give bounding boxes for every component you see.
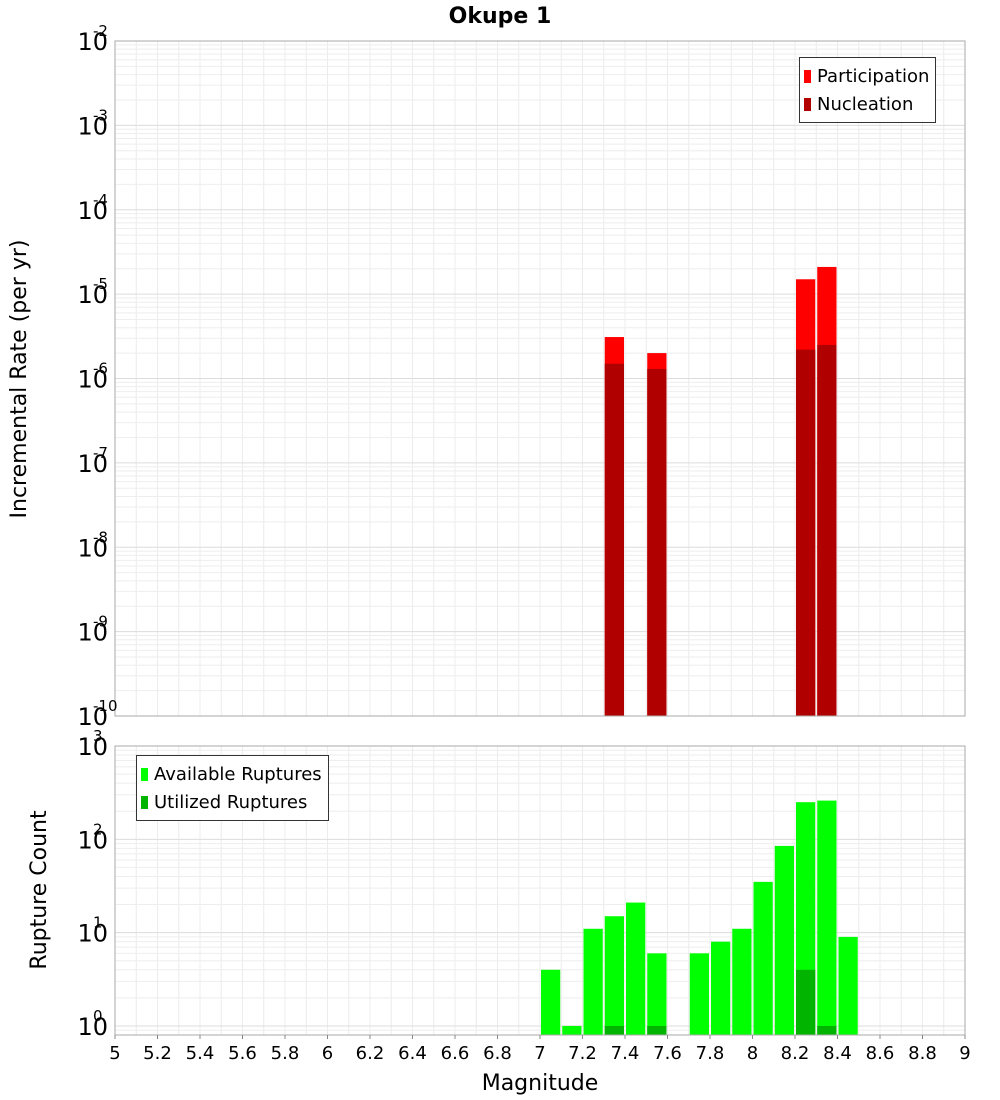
bottom-bar-available-ruptures	[562, 1025, 582, 1035]
x-tick-label: 5.6	[228, 1043, 257, 1064]
top-y-tick-label: 10	[77, 197, 108, 225]
top-y-tick-label: 10	[77, 619, 108, 647]
bottom-bar-utilized-ruptures	[647, 1025, 667, 1035]
bottom-bar-available-ruptures	[647, 953, 667, 1035]
bottom-bar-utilized-ruptures	[817, 1025, 837, 1035]
x-tick-label: 7.2	[568, 1043, 597, 1064]
x-tick-label: 6.6	[441, 1043, 470, 1064]
x-tick-label: 6.4	[398, 1043, 427, 1064]
x-axis-label: Magnitude	[482, 1071, 599, 1096]
bottom-y-tick-label: 10	[77, 733, 108, 761]
x-tick-label: 5.4	[186, 1043, 215, 1064]
top-bar-nucleation	[604, 363, 624, 716]
bottom-y-tick-exponent: 3	[93, 727, 103, 745]
top-y-tick-label: 10	[77, 450, 108, 478]
bottom-bar-utilized-ruptures	[796, 969, 816, 1035]
bottom-bar-utilized-ruptures	[604, 1025, 624, 1035]
legend-label-utilized-ruptures: Utilized Ruptures	[154, 791, 308, 813]
top-y-axis-label: Incremental Rate (per yr)	[7, 240, 32, 519]
nucleation-swatch	[804, 97, 811, 111]
legend-label-participation: Participation	[817, 65, 930, 87]
x-tick-label: 7.8	[696, 1043, 725, 1064]
bottom-bar-available-ruptures	[689, 953, 709, 1035]
top-bar-nucleation	[817, 344, 837, 716]
bottom-bar-available-ruptures	[753, 881, 773, 1035]
top-grid	[114, 40, 966, 717]
chart-title: Okupe 1	[449, 4, 552, 29]
x-tick-label: 8.4	[823, 1043, 852, 1064]
bottom-bar-available-ruptures	[541, 969, 561, 1035]
top-y-tick-exponent: -3	[93, 106, 108, 124]
utilized-ruptures-swatch	[141, 795, 148, 809]
top-y-tick-exponent: -10	[93, 697, 118, 715]
x-tick-label: 9	[959, 1043, 970, 1064]
top-y-tick-exponent: -7	[93, 444, 108, 462]
x-tick-label: 7.6	[653, 1043, 682, 1064]
bottom-bar-available-ruptures	[604, 916, 624, 1035]
top-bars	[604, 266, 837, 716]
x-tick-label: 5.2	[143, 1043, 172, 1064]
x-tick-label: 8	[747, 1043, 758, 1064]
x-tick-label: 5.8	[271, 1043, 300, 1064]
top-y-tick-label: 10	[77, 703, 108, 731]
top-y-tick-exponent: -6	[93, 360, 108, 378]
bottom-bar-available-ruptures	[583, 928, 603, 1035]
legend-item-nucleation: Nucleation	[804, 90, 929, 118]
bottom-y-tick-label: 10	[77, 826, 108, 854]
bottom-bar-available-ruptures	[838, 936, 858, 1035]
top-y-tick-exponent: -8	[93, 528, 108, 546]
bottom-y-tick-exponent: 2	[93, 820, 103, 838]
top-bar-nucleation	[796, 349, 816, 716]
legend-item-participation: Participation	[804, 62, 929, 90]
x-tick-label: 7	[534, 1043, 545, 1064]
bottom-bar-available-ruptures	[711, 941, 731, 1035]
top-y-tick-label: 10	[77, 112, 108, 140]
x-ticks: 5 5.2 5.4 5.6 5.8 6 6.2 6.4 6.6 6.8 7 7.2 7.4 7.6 7.8 8…	[109, 1035, 971, 1064]
x-tick-label: 6.8	[483, 1043, 512, 1064]
top-plot-frame	[114, 40, 966, 717]
top-y-tick-label: 10	[77, 534, 108, 562]
x-tick-label: 7.4	[611, 1043, 640, 1064]
bottom-bar-available-ruptures	[817, 800, 837, 1035]
legend-item-utilized-ruptures: Utilized Ruptures	[141, 788, 322, 816]
x-tick-label: 6.2	[356, 1043, 385, 1064]
x-tick-label: 8.6	[866, 1043, 895, 1064]
participation-swatch	[804, 69, 811, 83]
top-legend: Participation Nucleation	[799, 57, 937, 123]
top-y-tick-label: 10	[77, 366, 108, 394]
bottom-y-tick-label: 10	[77, 920, 108, 948]
legend-item-available-ruptures: Available Ruptures	[141, 760, 322, 788]
available-ruptures-swatch	[141, 767, 148, 781]
x-tick-label: 8.2	[781, 1043, 810, 1064]
legend-label-available-ruptures: Available Ruptures	[154, 763, 322, 785]
top-y-tick-label: 10	[77, 28, 108, 56]
x-tick-label: 5	[109, 1043, 120, 1064]
bottom-y-axis-label: Rupture Count	[27, 810, 52, 970]
top-y-tick-exponent: -4	[93, 191, 108, 209]
bottom-y-tick-exponent: 0	[93, 1007, 103, 1025]
bottom-y-tick-label: 10	[77, 1013, 108, 1041]
bottom-y-tick-exponent: 1	[93, 914, 103, 932]
top-bar-nucleation	[647, 368, 667, 716]
legend-label-nucleation: Nucleation	[817, 93, 914, 115]
top-y-tick-exponent: -9	[93, 613, 108, 631]
bottom-bar-available-ruptures	[732, 928, 752, 1035]
x-tick-label: 6	[322, 1043, 333, 1064]
top-y-tick-label: 10	[77, 281, 108, 309]
top-y-tick-exponent: -5	[93, 275, 108, 293]
bottom-bar-available-ruptures	[774, 845, 794, 1035]
bottom-bar-available-ruptures	[626, 902, 646, 1035]
bottom-bars	[541, 800, 858, 1035]
bottom-legend: Available Ruptures Utilized Ruptures	[136, 755, 329, 821]
top-y-tick-exponent: -2	[93, 22, 108, 40]
x-tick-label: 8.8	[908, 1043, 937, 1064]
